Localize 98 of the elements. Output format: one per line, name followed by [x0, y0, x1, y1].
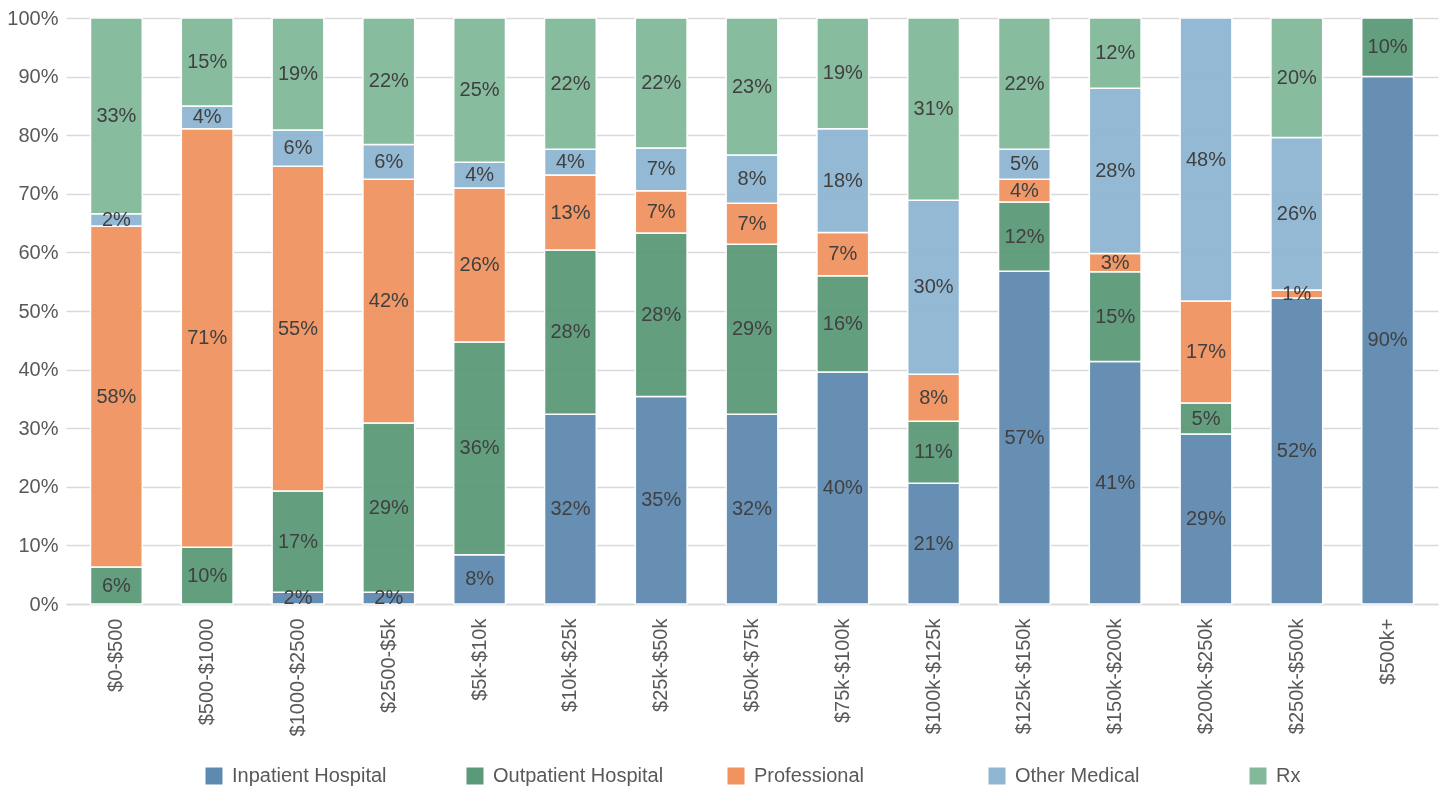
- x-tick-label: $5k-$10k: [467, 617, 490, 701]
- data-label: 18%: [822, 168, 864, 191]
- x-tick-label: $10k-$25k: [558, 617, 581, 712]
- y-tick-label: 50%: [18, 299, 59, 322]
- data-label: 48%: [1185, 147, 1227, 170]
- data-label: 31%: [913, 97, 954, 120]
- data-label: 11%: [914, 440, 954, 463]
- data-label: 22%: [641, 71, 682, 94]
- x-tick-label: $25k-$50k: [649, 617, 672, 712]
- data-label: 29%: [731, 317, 773, 340]
- y-tick-label: 10%: [18, 533, 59, 556]
- x-tick-label: $2500-$5k: [376, 617, 399, 714]
- data-label: 4%: [192, 105, 222, 128]
- x-tick-label: $0-$500: [104, 618, 127, 692]
- data-label: 6%: [101, 573, 132, 596]
- data-label: 2%: [374, 586, 404, 609]
- data-label: 4%: [555, 150, 586, 173]
- data-label: 10%: [1367, 35, 1408, 58]
- data-label: 20%: [1276, 65, 1318, 88]
- data-label: 25%: [459, 78, 500, 101]
- data-label: 32%: [731, 497, 773, 520]
- y-tick-label: 60%: [18, 240, 59, 263]
- x-tick-label: $100k-$125k: [921, 617, 944, 735]
- data-label: 19%: [277, 61, 319, 84]
- data-label: 22%: [1004, 71, 1045, 94]
- x-tick-label: $1000-$2500: [286, 618, 308, 737]
- legend-label: Outpatient Hospital: [493, 764, 664, 786]
- data-label: 26%: [1276, 201, 1318, 224]
- x-tick-label: $250k-$500k: [1284, 617, 1307, 735]
- x-tick-label: $500-$1000: [195, 618, 218, 726]
- legend-label: Professional: [754, 764, 865, 786]
- x-tick-label: $50k-$75k: [740, 617, 762, 712]
- data-label: 6%: [283, 136, 313, 159]
- y-tick-label: 70%: [18, 182, 59, 205]
- y-tick-label: 30%: [18, 416, 59, 439]
- data-label: 15%: [187, 49, 228, 72]
- data-label: 42%: [368, 289, 410, 312]
- data-label: 19%: [822, 61, 864, 84]
- data-label: 8%: [737, 167, 767, 190]
- y-tick-label: 20%: [18, 475, 59, 498]
- x-tick-label: $125k-$150k: [1012, 617, 1035, 735]
- data-label: 29%: [1185, 507, 1227, 530]
- data-label: 28%: [641, 302, 682, 325]
- data-label: 28%: [1095, 158, 1136, 181]
- data-label: 8%: [465, 567, 495, 590]
- data-label: 15%: [1095, 304, 1136, 327]
- data-label: 16%: [822, 311, 864, 334]
- data-label: 3%: [1100, 250, 1130, 273]
- data-label: 2%: [283, 586, 313, 609]
- data-label: 71%: [187, 325, 228, 348]
- data-label: 5%: [1009, 152, 1040, 175]
- x-tick-label: $200k-$250k: [1194, 617, 1216, 735]
- data-label: 57%: [1004, 425, 1045, 448]
- legend-label: Rx: [1276, 764, 1301, 786]
- data-label: 8%: [919, 385, 949, 408]
- data-label: 32%: [550, 497, 591, 520]
- data-label: 5%: [1191, 406, 1221, 429]
- y-tick-label: 100%: [7, 6, 59, 29]
- data-label: 35%: [641, 488, 682, 511]
- legend-label: Other Medical: [1015, 764, 1140, 786]
- data-label: 17%: [1185, 340, 1227, 363]
- data-label: 90%: [1367, 328, 1408, 351]
- data-label: 30%: [913, 275, 954, 298]
- data-label: 29%: [368, 495, 410, 518]
- data-label: 6%: [374, 149, 404, 172]
- data-label: 7%: [828, 242, 858, 265]
- data-label: 2%: [101, 207, 132, 230]
- data-label: 7%: [646, 199, 676, 222]
- data-label: 4%: [1009, 178, 1040, 201]
- data-label: 33%: [96, 103, 137, 126]
- x-tick-label: $75k-$100k: [830, 617, 853, 724]
- data-label: 12%: [1095, 41, 1136, 64]
- y-tick-label: 40%: [18, 358, 59, 381]
- legend-label: Inpatient Hospital: [232, 764, 387, 786]
- y-tick-label: 80%: [18, 123, 59, 146]
- data-label: 22%: [368, 69, 410, 92]
- y-tick-label: 0%: [29, 592, 59, 615]
- data-label: 17%: [277, 529, 319, 552]
- data-label: 36%: [459, 436, 500, 459]
- data-label: 40%: [822, 475, 864, 498]
- x-tick-label: $500k+: [1375, 618, 1398, 685]
- data-label: 28%: [550, 320, 591, 343]
- data-label: 7%: [646, 157, 676, 180]
- x-tick-label: $150k-$200k: [1103, 617, 1126, 735]
- data-label: 12%: [1004, 224, 1045, 247]
- data-label: 4%: [465, 163, 495, 186]
- data-label: 52%: [1276, 439, 1318, 462]
- data-label: 21%: [913, 531, 954, 554]
- data-label: 22%: [550, 71, 591, 94]
- data-label: 55%: [277, 316, 319, 339]
- data-label: 58%: [96, 384, 137, 407]
- data-label: 7%: [737, 211, 767, 234]
- data-label: 10%: [187, 563, 228, 586]
- data-label: 23%: [731, 74, 773, 97]
- data-label: 26%: [459, 253, 500, 275]
- data-label: 41%: [1095, 470, 1136, 493]
- y-tick-label: 90%: [18, 65, 59, 88]
- data-label: 13%: [550, 200, 591, 223]
